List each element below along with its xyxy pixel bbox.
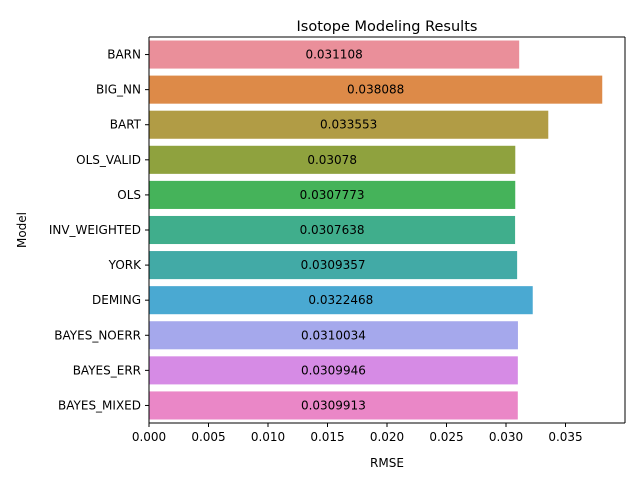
x-tick-label: 0.005 <box>191 430 225 444</box>
x-axis: 0.000 0.005 0.010 0.015 0.020 0.025 0.030 0.035 <box>132 423 583 444</box>
bars-layer <box>149 40 603 420</box>
data-label: 0.031108 <box>305 48 362 62</box>
y-tick-label: OLS <box>117 188 141 202</box>
data-label: 0.0309913 <box>301 398 366 412</box>
x-tick-label: 0.020 <box>370 430 404 444</box>
x-axis-label: RMSE <box>370 456 404 470</box>
bar-york <box>149 251 518 280</box>
y-axis-label: Model <box>15 212 29 248</box>
data-label: 0.0307638 <box>300 223 365 237</box>
data-label: 0.03078 <box>307 153 357 167</box>
data-label: 0.0310034 <box>301 328 366 342</box>
bar-big-nn <box>149 75 603 104</box>
y-tick-label: BART <box>110 118 142 132</box>
bar-bart <box>149 110 549 139</box>
data-label: 0.0309946 <box>301 363 366 377</box>
y-tick-label: OLS_VALID <box>76 153 141 167</box>
data-label: 0.0307773 <box>300 188 365 202</box>
bar-bayes-err <box>149 356 518 385</box>
chart-title: Isotope Modeling Results <box>297 19 478 35</box>
x-tick-label: 0.010 <box>251 430 285 444</box>
x-tick-label: 0.025 <box>429 430 463 444</box>
bar-deming <box>149 286 533 315</box>
y-tick-label: BAYES_NOERR <box>54 328 141 342</box>
x-tick-label: 0.015 <box>310 430 344 444</box>
bar-bayes-noerr <box>149 321 518 350</box>
data-label: 0.033553 <box>320 118 377 132</box>
bar-barn <box>149 40 520 69</box>
x-tick-label: 0.030 <box>489 430 523 444</box>
data-labels-layer: 0.031108 0.038088 0.033553 0.03078 0.0307773… <box>300 48 405 413</box>
data-label: 0.038088 <box>347 83 404 97</box>
bar-bayes-mixed <box>149 391 518 420</box>
y-tick-label: BARN <box>107 48 141 62</box>
x-tick-label: 0.035 <box>548 430 582 444</box>
data-label: 0.0309357 <box>301 258 366 272</box>
y-tick-label: BAYES_ERR <box>73 363 141 377</box>
bar-ols-valid <box>149 145 516 174</box>
y-axis: BARN BIG_NN BART OLS_VALID OLS INV_WEIGHTED YO… <box>49 48 149 412</box>
data-label: 0.0322468 <box>308 293 373 307</box>
y-tick-label: DEMING <box>92 293 141 307</box>
y-tick-label: INV_WEIGHTED <box>49 223 141 237</box>
x-tick-label: 0.000 <box>132 430 166 444</box>
bar-ols <box>149 180 516 209</box>
y-tick-label: BAYES_MIXED <box>58 398 141 412</box>
bar-inv-weighted <box>149 215 516 245</box>
y-tick-label: YORK <box>108 258 142 272</box>
y-tick-label: BIG_NN <box>96 83 141 97</box>
